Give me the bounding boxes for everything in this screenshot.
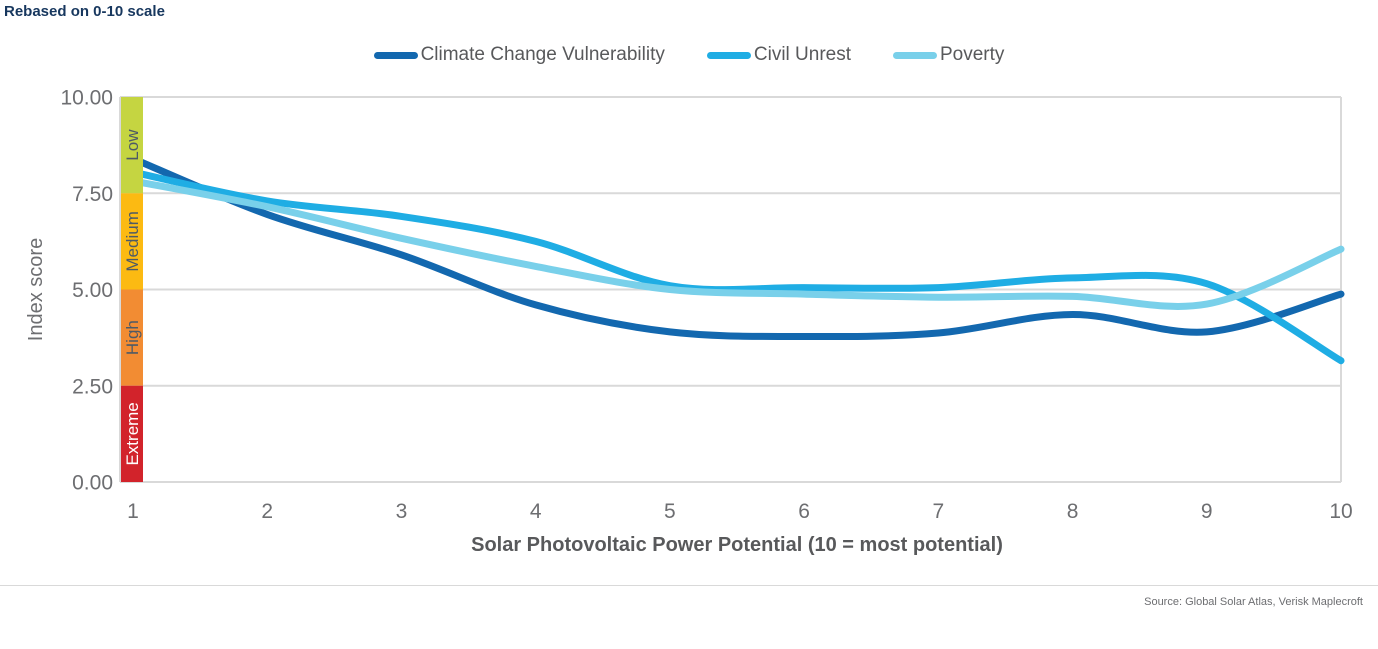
legend-label: Poverty [940, 44, 1005, 65]
x-tick-label: 2 [261, 500, 273, 523]
risk-band-high [121, 289, 143, 386]
footer-divider [0, 585, 1378, 586]
x-tick-label: 5 [664, 500, 676, 523]
risk-band-label-low: Low [123, 129, 142, 161]
x-tick-label: 10 [1329, 500, 1352, 523]
x-tick-label: 8 [1067, 500, 1079, 523]
legend-item-poverty: Poverty [893, 44, 1004, 66]
risk-band-extreme [121, 385, 143, 482]
legend-swatch-icon [706, 51, 751, 59]
legend-label: Climate Change Vulnerability [420, 44, 665, 65]
x-tick-label: 4 [530, 500, 542, 523]
y-tick-label: 2.50 [72, 375, 113, 398]
source-note: Source: Global Solar Atlas, Verisk Maple… [1144, 596, 1363, 608]
legend-label: Civil Unrest [753, 44, 851, 65]
rebase-note: Rebased on 0-10 scale [4, 3, 165, 20]
series-line-climate-change-vulnerability [129, 155, 1345, 341]
y-tick-label: 7.50 [72, 183, 113, 206]
y-tick-label: 10.00 [60, 87, 113, 110]
risk-band-group: Low Medium High Extreme [121, 97, 143, 482]
series-line-poverty [129, 177, 1345, 310]
series-line-civil-unrest [129, 168, 1345, 365]
legend-item-civil-unrest: Civil Unrest [706, 44, 851, 66]
x-tick-label: 9 [1201, 500, 1213, 523]
y-axis-title: Index score [25, 238, 47, 341]
risk-band-label-medium: Medium [123, 211, 142, 271]
legend-swatch-icon [893, 51, 937, 59]
legend-item-climate-change-vulnerability: Climate Change Vulnerability [373, 44, 665, 66]
risk-band-low [121, 97, 143, 194]
chart-svg: Low Medium High Extreme 10.00 7.50 5.00 2.50 0.… [25, 87, 1353, 557]
axis-text-group: 10.00 7.50 5.00 2.50 0.00 1 2 3 4 5 6 7 8 9 10 Solar Ph… [25, 87, 1353, 557]
x-axis-title: Solar Photovoltaic Power Potential (10 =… [471, 534, 1003, 556]
x-tick-label: 6 [798, 500, 810, 523]
x-tick-label: 1 [127, 500, 139, 523]
risk-band-label-extreme: Extreme [123, 402, 142, 465]
chart-legend: Climate Change Vulnerability Civil Unrest… [0, 44, 1378, 66]
x-tick-label: 3 [396, 500, 408, 523]
y-tick-label: 5.00 [72, 279, 113, 302]
risk-band-medium [121, 193, 143, 290]
x-tick-label: 7 [932, 500, 944, 523]
y-tick-label: 0.00 [72, 472, 113, 495]
series-lines-group [129, 155, 1345, 365]
legend-swatch-icon [373, 51, 418, 59]
risk-band-label-high: High [123, 320, 142, 355]
